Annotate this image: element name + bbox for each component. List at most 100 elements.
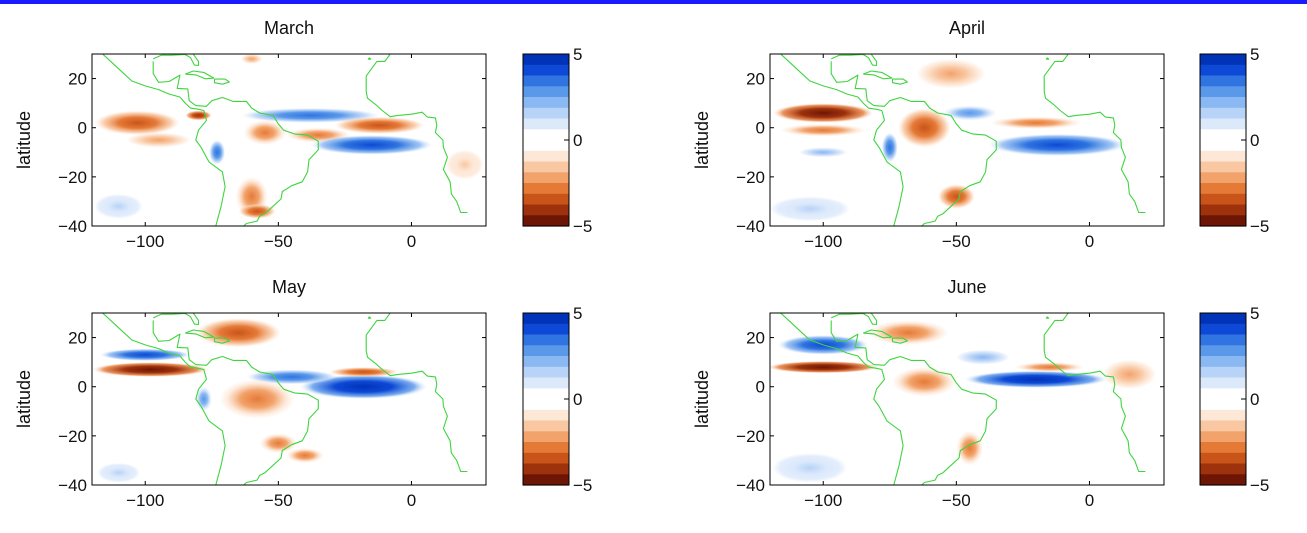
panel-title: April (949, 18, 985, 38)
x-tick-label: 0 (407, 232, 416, 251)
colorbar-tick-label: 0 (573, 131, 582, 150)
anomaly-blob (328, 367, 399, 377)
colorbar: 5 0 −5 (522, 45, 592, 236)
colorbar-tick-label: 5 (573, 304, 582, 323)
colorbar-step (523, 204, 569, 216)
colorbar-step (1200, 64, 1246, 77)
coastline-segment (366, 47, 367, 48)
colorbar-step (523, 313, 569, 325)
colorbar-step (523, 161, 569, 173)
colorbar-step (523, 366, 569, 379)
colorbar-step (523, 64, 569, 77)
colorbar-tick-label: −5 (573, 476, 592, 495)
map-frame (91, 312, 487, 486)
coastline-segment (365, 313, 468, 473)
map-frame (769, 53, 1165, 227)
colorbar-step (1200, 54, 1246, 66)
anomaly-blob (99, 348, 191, 361)
coastline-segment (185, 329, 215, 339)
anomaly-blob (238, 203, 276, 219)
colorbar-step (523, 388, 569, 400)
x-tick-label: −50 (264, 491, 293, 510)
anomaly-blob (195, 318, 281, 348)
x-tick-label: −50 (942, 232, 971, 251)
anomaly-blob (185, 110, 212, 121)
colorbar-step (1200, 172, 1246, 184)
colorbar-step (1200, 323, 1246, 336)
coastline-segment (1044, 306, 1045, 307)
y-tick-label: 20 (746, 329, 765, 348)
x-tick-label: −100 (804, 491, 842, 510)
colorbar-step (523, 140, 569, 152)
y-tick-label: −40 (58, 217, 87, 236)
anomaly-blob (937, 184, 976, 209)
colorbar-tick-label: −5 (573, 217, 592, 236)
coastline-segment (185, 70, 215, 80)
colorbar-tick-label: 5 (1250, 304, 1259, 323)
coastline-segment (213, 78, 230, 85)
panel-title: June (947, 277, 986, 297)
coastline-segment (779, 313, 904, 485)
map-frame (769, 312, 1165, 486)
colorbar-step (1200, 334, 1246, 346)
anomaly-blob (943, 105, 997, 121)
colorbar-step (1200, 431, 1246, 443)
coastline-segment (152, 54, 200, 67)
anomaly-blob (780, 124, 866, 137)
coastline-segment (863, 70, 893, 80)
y-tick-label: −20 (58, 168, 87, 187)
coastline-segment (891, 78, 908, 85)
y-tick-label: 20 (68, 70, 87, 89)
panel-april: −100 −50 0 20 0 −20 −40 April latitude 5 0 −5 (692, 18, 1269, 251)
coastline (779, 47, 1146, 226)
coastline-segment (1044, 47, 1045, 48)
colorbar-step (523, 463, 569, 475)
y-tick-label: 20 (68, 329, 87, 348)
anomaly-field (770, 320, 1156, 483)
colorbar-step (523, 172, 569, 184)
coastline-segment (1043, 54, 1146, 214)
colorbar-step (1200, 215, 1246, 227)
colorbar-step (523, 323, 569, 336)
y-tick-label: −20 (736, 427, 765, 446)
colorbar-tick-label: 0 (1250, 131, 1259, 150)
top-rule (0, 0, 1307, 4)
x-tick-label: −100 (126, 491, 164, 510)
colorbar-step (1200, 150, 1246, 163)
colorbar-step (1200, 140, 1246, 152)
colorbar-step (523, 129, 569, 141)
anomaly-blob (892, 367, 957, 397)
coastline-segment (891, 337, 908, 344)
coastline (779, 306, 1146, 485)
colorbar-step (1200, 129, 1246, 141)
colorbar-step (1200, 204, 1246, 216)
anomaly-blob (770, 361, 880, 374)
anomaly-blob (770, 196, 850, 222)
colorbar-step (1200, 388, 1246, 400)
y-tick-label: −40 (736, 217, 765, 236)
colorbar-step (1200, 420, 1246, 432)
colorbar-step (523, 183, 569, 195)
anomaly-field (770, 58, 1127, 222)
y-tick-label: 0 (756, 378, 765, 397)
anomaly-field (94, 54, 484, 219)
colorbar-step (523, 334, 569, 346)
x-tick-label: −50 (942, 491, 971, 510)
colorbar: 5 0 −5 (1199, 304, 1269, 495)
y-tick-label: 0 (756, 119, 765, 138)
coastline-segment (101, 54, 226, 226)
colorbar-step (1200, 313, 1246, 325)
coastline-segment (152, 313, 200, 326)
y-axis-label: latitude (14, 111, 34, 169)
coastline (101, 306, 468, 485)
colorbar-step (523, 377, 569, 389)
anomaly-blob (241, 54, 263, 64)
coastline-segment (366, 306, 367, 307)
anomaly-blob (916, 58, 986, 89)
colorbar-step (1200, 107, 1246, 120)
colorbar-step (1200, 193, 1246, 206)
colorbar-tick-label: −5 (1250, 476, 1269, 495)
colorbar-step (523, 86, 569, 98)
anomaly-blob (94, 194, 143, 219)
